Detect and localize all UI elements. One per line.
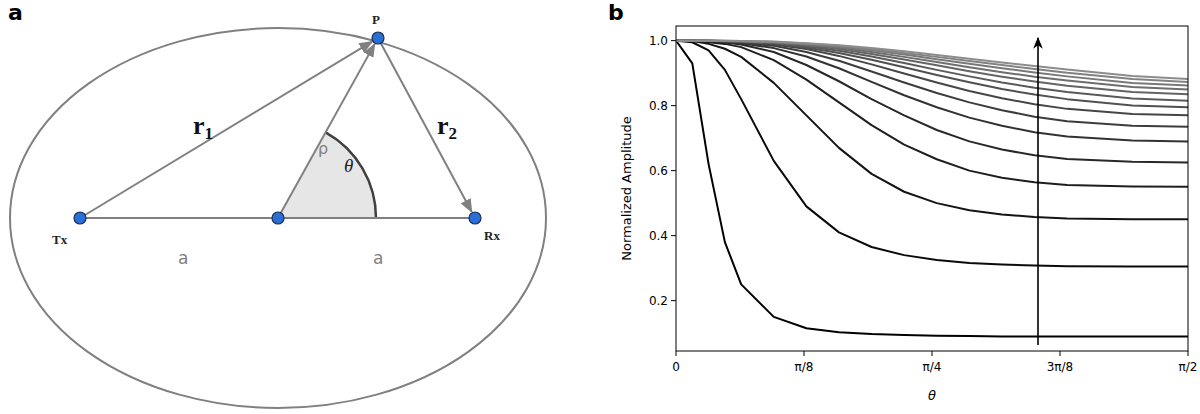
angle-arc (326, 132, 376, 218)
subscript: 1 (205, 124, 214, 143)
series-line (676, 41, 1188, 163)
x-tick-label: 0 (672, 360, 680, 374)
x-tick-label: π/8 (795, 360, 814, 374)
series-line (676, 41, 1188, 90)
y-tick (671, 170, 676, 171)
trend-arrow (1037, 38, 1039, 345)
series-line (676, 41, 1188, 142)
vector-r1 (80, 42, 372, 218)
series-line (676, 41, 1188, 337)
x-tick-label: 3π/8 (1047, 360, 1074, 374)
p-label: P (372, 12, 380, 27)
y-tick-label: 0.8 (649, 99, 668, 113)
series-line (676, 41, 1188, 86)
rho-label: ρ (318, 139, 328, 158)
a-left-label: a (178, 248, 188, 268)
panel-a: aTxRxPr1r2ρθaa (8, 0, 546, 408)
x-axis-label: θ (928, 388, 936, 403)
y-tick-label: 1.0 (649, 34, 668, 48)
series-line (676, 41, 1188, 116)
panel-b: b 0 π/8 π/4 3π/8 π/2 0.2 0.4 0.6 0.8 1.0 θ Normalize… (608, 0, 1197, 403)
y-tick (671, 105, 676, 106)
rx-label: Rx (484, 228, 500, 243)
series-line (676, 41, 1188, 127)
panel-label: a (8, 0, 23, 25)
tx-label: Tx (52, 232, 68, 247)
series-line (676, 41, 1188, 79)
x-tick (676, 351, 677, 356)
r2-label: r2 (437, 111, 457, 143)
rx-point (469, 212, 481, 224)
a-right-label: a (373, 248, 383, 268)
series-line (676, 41, 1188, 267)
vector-rho (278, 44, 375, 218)
center-point (272, 212, 284, 224)
symbol: r (193, 111, 205, 140)
series-line (676, 41, 1188, 220)
series-line (676, 41, 1188, 108)
x-tick-label: π/2 (1179, 360, 1198, 374)
y-axis-label: Normalized Amplitude (619, 116, 634, 260)
y-tick-label: 0.6 (649, 164, 668, 178)
plot-lines (676, 41, 1188, 337)
y-tick-label: 0.4 (649, 229, 668, 243)
y-tick (671, 40, 676, 41)
theta-label: θ (344, 155, 353, 176)
x-tick (1060, 351, 1061, 356)
symbol: r (437, 111, 449, 140)
series-line (676, 41, 1188, 95)
figure: aTxRxPr1r2ρθaab0π/8π/43π/8π/20.20.40.60.… (0, 0, 1200, 414)
tx-point (74, 212, 86, 224)
subscript: 2 (449, 124, 458, 143)
series-line (676, 41, 1188, 101)
r1-label: r1 (193, 111, 213, 143)
angle-wedge (278, 132, 376, 218)
series-line (676, 41, 1188, 82)
x-tick (932, 351, 933, 356)
y-tick (671, 235, 676, 236)
x-tick (1188, 351, 1189, 356)
series-line (676, 41, 1188, 187)
vector-r2 (378, 38, 472, 212)
x-tick-label: π/4 (923, 360, 942, 374)
x-tick (804, 351, 805, 356)
p-point (372, 32, 384, 44)
ellipse (10, 28, 546, 408)
y-tick-label: 0.2 (649, 294, 668, 308)
plot-frame (676, 26, 1188, 351)
panel-label: b (608, 0, 624, 25)
y-tick (671, 300, 676, 301)
